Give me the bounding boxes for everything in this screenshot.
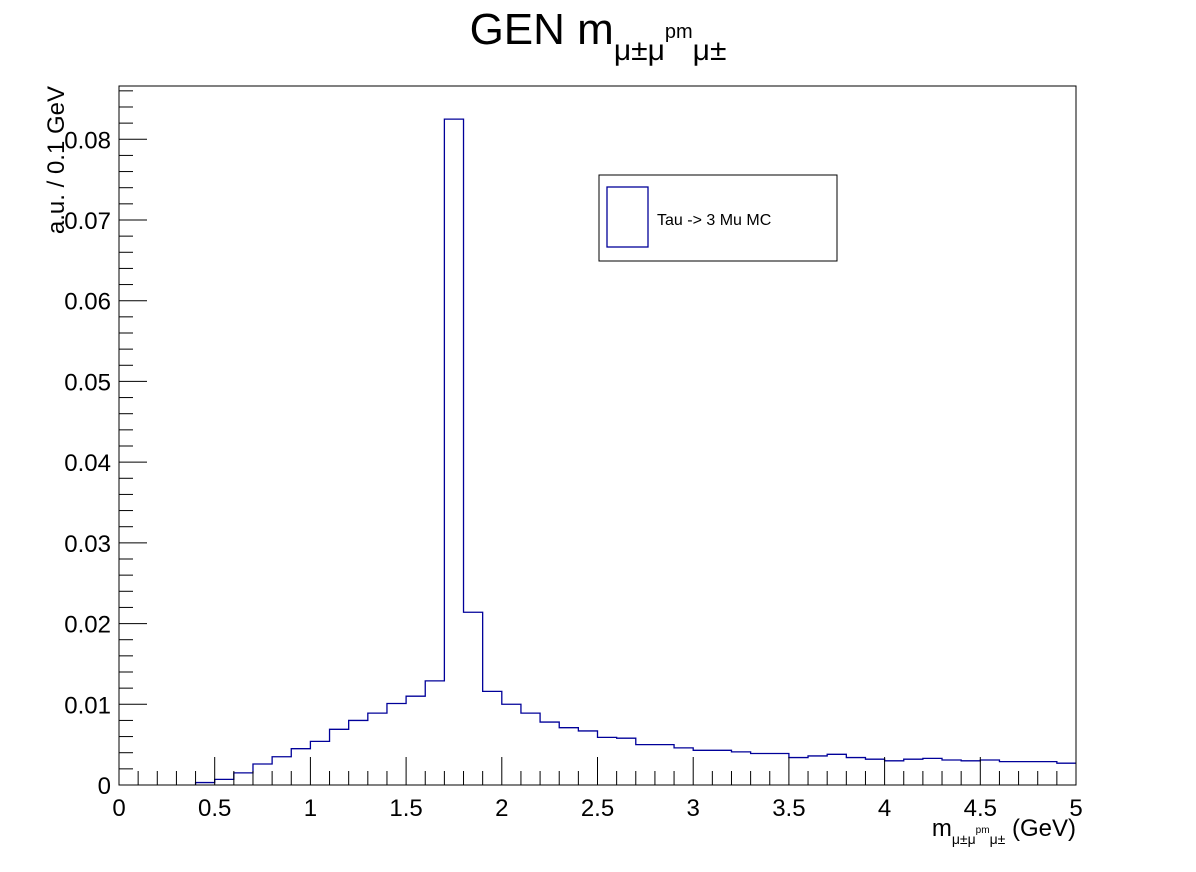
legend-swatch [606,186,649,248]
y-tick-label: 0.02 [64,612,111,639]
chart-title-sub2: μ± [693,34,727,67]
x-axis-title: mμ±μpmμ± (GeV) [932,815,1076,847]
x-axis-ticks [118,757,1077,785]
x-tick-label: 1.5 [389,795,422,822]
chart-title: GEN mμ±μpmμ± [470,5,727,67]
x-tick-label: 5 [1069,795,1082,822]
y-tick-label: 0.04 [64,450,111,477]
x-axis-tick-labels: 0 0.5 1 1.5 2 2.5 3 3.5 4 4.5 5 [112,795,1082,822]
x-tick-label: 0.5 [198,795,231,822]
plot-area: 0 0.5 1 1.5 2 2.5 3 3.5 4 4.5 5 00.010.020.030.040… [64,85,1083,822]
x-axis-title-sub2: μ± [990,831,1006,847]
y-tick-label: 0.07 [64,208,111,235]
x-tick-label: 3.5 [772,795,805,822]
x-tick-label: 2.5 [581,795,614,822]
y-tick-label: 0.08 [64,127,111,154]
y-tick-label: 0.05 [64,369,111,396]
y-axis-title: a.u. / 0.1 GeV [43,86,70,234]
chart-title-sub1: μ±μ [614,34,665,67]
y-tick-label: 0.06 [64,289,111,316]
x-axis-title-main: m [932,815,952,842]
x-tick-label: 4 [878,795,891,822]
legend-label: Tau -> 3 Mu MC [657,212,771,229]
y-axis-tick-labels: 0 0.01 0.02 0.03 0.04 0.05 0.06 0.07 0.08 [64,127,111,800]
x-tick-label: 4.5 [964,795,997,822]
y-tick-label: 0.03 [64,531,111,558]
chart-title-sup: pm [665,21,693,43]
x-tick-label: 0 [112,795,125,822]
x-axis-title-sup: pm [976,825,990,836]
x-axis-title-sub1: μ±μ [952,831,976,847]
x-axis-title-unit: (GeV) [1005,815,1076,842]
legend: Tau -> 3 Mu MC [598,174,838,262]
x-tick-label: 2 [495,795,508,822]
x-tick-label: 1 [304,795,317,822]
y-axis-ticks [119,90,147,786]
x-tick-label: 3 [687,795,700,822]
histogram-series-line [194,118,1076,785]
chart-title-main: GEN m [470,5,614,54]
y-tick-label: 0.01 [64,692,111,719]
y-tick-label: 0 [98,773,111,800]
